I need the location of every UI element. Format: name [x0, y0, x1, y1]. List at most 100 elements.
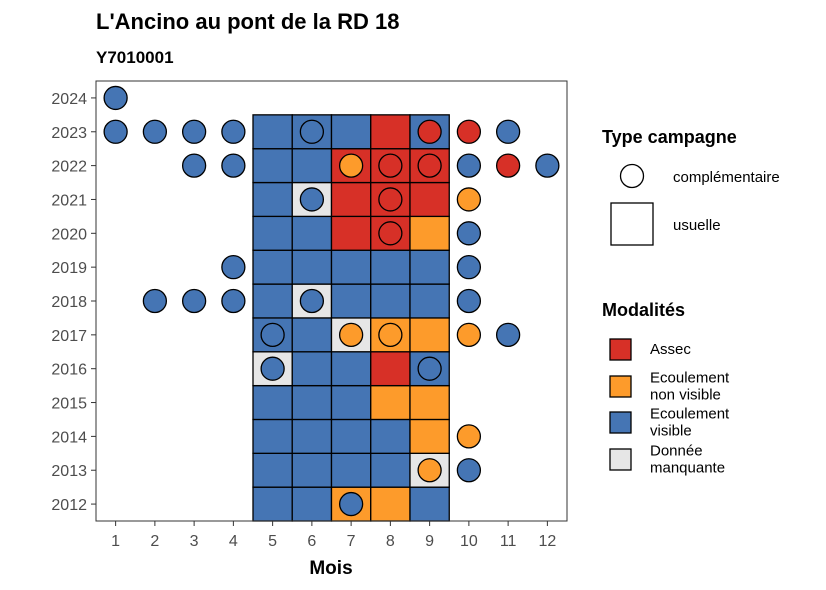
y-tick-label-2014: 2014: [51, 429, 87, 446]
point-2024-1: [103, 85, 128, 111]
x-tick-label-2: 2: [150, 533, 159, 550]
legend-color-key-ecnv: [609, 375, 632, 398]
legend-color-label-assec-0: Assec: [650, 341, 691, 358]
legend-shape-title: Type campagne: [602, 127, 737, 147]
tile-2020-6: [291, 215, 333, 251]
x-axis: 1 2 3 4 5 6 7 8 9 10 11 12: [111, 521, 556, 550]
point-2013-10: [456, 458, 482, 483]
complementaire-points: [103, 85, 560, 517]
tile-2021-7: [330, 181, 372, 218]
point-2016-5: [260, 356, 285, 381]
tile-2023-7: [330, 114, 372, 150]
chart-title: L'Ancino au pont de la RD 18: [96, 9, 399, 34]
x-tick-label-12: 12: [538, 533, 556, 550]
point-2023-11: [495, 119, 521, 144]
point-2020-8: [378, 221, 403, 246]
tile-2019-8: [370, 249, 411, 285]
point-2022-3: [181, 153, 207, 178]
tile-2014-7: [330, 418, 372, 454]
point-2023-4: [221, 119, 246, 144]
legend-color-key-assec: [609, 338, 632, 361]
tile-2015-5: [252, 384, 293, 421]
tile-2015-6: [291, 384, 333, 421]
y-tick-label-2018: 2018: [51, 294, 87, 311]
point-2022-10: [456, 153, 482, 178]
x-tick-label-6: 6: [307, 533, 316, 550]
point-2022-8: [378, 153, 403, 178]
y-tick-label-2017: 2017: [51, 328, 87, 345]
point-2017-11: [495, 322, 521, 347]
y-tick-label-2019: 2019: [51, 260, 87, 277]
point-2018-3: [181, 288, 207, 314]
tile-2022-6: [291, 148, 333, 184]
tile-2020-5: [252, 215, 293, 251]
tile-2012-8: [370, 486, 411, 522]
point-2022-12: [535, 153, 560, 178]
point-2013-9: [417, 458, 442, 483]
point-2023-10: [456, 119, 482, 144]
tile-2018-5: [252, 283, 293, 319]
tile-2013-7: [330, 452, 372, 488]
x-axis-label: Mois: [309, 558, 352, 579]
legend-color-label-nd-1: manquante: [650, 460, 725, 477]
point-2022-11: [495, 153, 521, 178]
tile-2013-8: [370, 452, 411, 488]
tile-2023-8: [370, 114, 411, 150]
tile-2012-5: [252, 486, 293, 522]
legend-color-label-nd-0: Donnée: [650, 443, 703, 460]
usuelle-tiles: [252, 114, 450, 522]
point-2017-10: [456, 322, 482, 347]
tile-2020-9: [409, 215, 450, 251]
point-2018-6: [299, 288, 325, 314]
tile-2016-8: [370, 351, 411, 387]
point-2019-10: [456, 255, 482, 280]
tile-2018-8: [370, 283, 411, 319]
tile-2017-9: [409, 317, 450, 353]
point-2014-10: [456, 424, 482, 449]
y-tick-label-2012: 2012: [51, 497, 87, 514]
tile-2023-5: [252, 114, 293, 150]
tile-2022-5: [252, 148, 293, 184]
y-tick-label-2016: 2016: [51, 362, 87, 379]
legend-color-title: Modalités: [602, 300, 685, 320]
x-tick-label-1: 1: [111, 533, 120, 550]
tile-2021-5: [252, 181, 293, 218]
point-2023-2: [142, 119, 168, 144]
y-tick-label-2024: 2024: [51, 91, 87, 108]
point-2021-6: [299, 187, 325, 212]
tile-2014-9: [409, 418, 450, 454]
tile-2013-6: [291, 452, 333, 488]
tile-2019-5: [252, 249, 293, 285]
y-tick-label-2021: 2021: [51, 192, 87, 209]
chart-subtitle: Y7010001: [96, 48, 174, 67]
legend-color-label-ecv-0: Ecoulement: [650, 406, 730, 423]
tile-2021-9: [409, 181, 450, 218]
legend-color-label-ecv-1: visible: [650, 423, 692, 440]
y-tick-label-2015: 2015: [51, 396, 87, 413]
legend-color-label-ecnv-0: Ecoulement: [650, 370, 730, 387]
tile-2018-9: [409, 283, 450, 319]
tile-2015-9: [409, 384, 450, 421]
point-2023-9: [417, 119, 442, 144]
point-2021-10: [456, 187, 482, 212]
point-2018-4: [221, 288, 246, 314]
x-tick-label-7: 7: [347, 533, 356, 550]
tile-2019-7: [330, 249, 372, 285]
point-2018-2: [142, 288, 168, 314]
legend-shape-key-circle: [619, 163, 645, 189]
legend-shape-key-square: [610, 202, 654, 246]
tile-2016-6: [291, 351, 333, 387]
tile-2015-7: [330, 384, 372, 421]
legend-shape-label-square: usuelle: [673, 217, 721, 234]
x-tick-label-10: 10: [460, 533, 478, 550]
tile-2015-8: [370, 384, 411, 421]
tile-2012-6: [291, 486, 333, 522]
legend-color-label-ecnv-1: non visible: [650, 387, 721, 404]
x-tick-label-4: 4: [229, 533, 238, 550]
tile-2013-5: [252, 452, 293, 488]
point-2021-8: [378, 187, 403, 212]
tile-2018-7: [330, 283, 372, 319]
tile-2014-6: [291, 418, 333, 454]
